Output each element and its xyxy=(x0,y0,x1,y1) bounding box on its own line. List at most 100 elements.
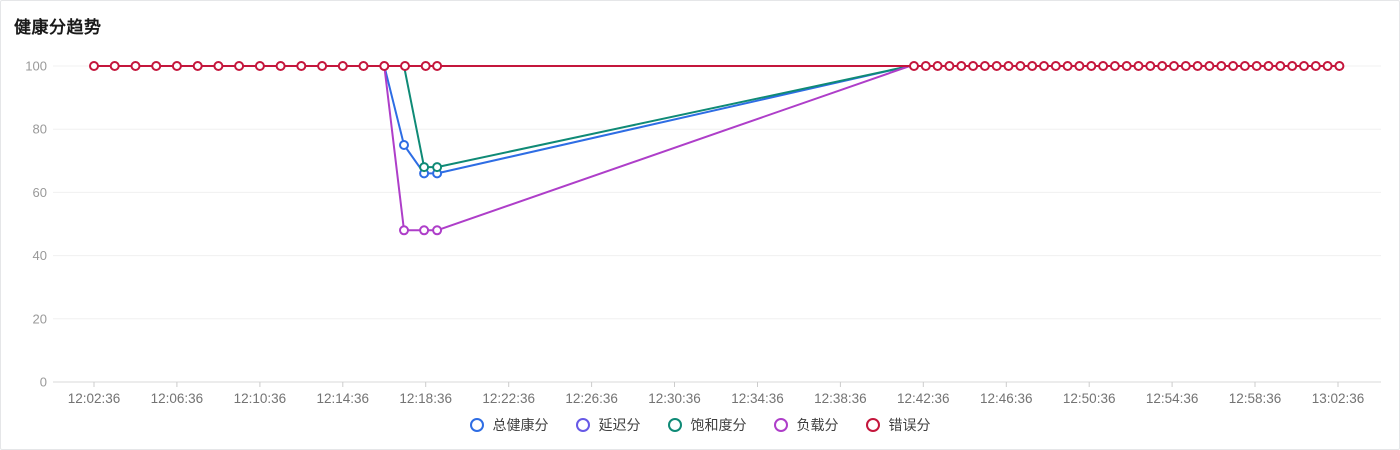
series-marker-error xyxy=(968,61,979,71)
series-marker-error xyxy=(944,61,955,71)
series-marker-error xyxy=(234,61,245,71)
legend-marker-icon xyxy=(575,418,590,432)
series-marker-error xyxy=(1086,61,1097,71)
y-tick-label: 80 xyxy=(33,122,47,137)
series-marker-error xyxy=(1050,61,1061,71)
series-marker-error xyxy=(1003,61,1014,71)
series-marker-load xyxy=(399,225,409,236)
legend-label: 负载分 xyxy=(796,417,839,433)
series-marker-error xyxy=(1109,61,1120,71)
series-marker-error xyxy=(1228,61,1239,71)
series-marker-error xyxy=(1251,61,1262,71)
series-marker-error xyxy=(379,61,390,71)
series-marker-error xyxy=(1275,61,1286,71)
series-marker-error xyxy=(1015,61,1026,71)
x-tick-label: 12:46:36 xyxy=(980,391,1033,406)
series-marker-error xyxy=(920,61,931,71)
series-marker-error xyxy=(254,61,265,71)
series-marker-error xyxy=(1121,61,1132,71)
x-tick-label: 12:22:36 xyxy=(482,391,535,406)
legend-marker-icon xyxy=(773,418,788,432)
series-marker-error xyxy=(1322,61,1333,71)
series-marker-error xyxy=(979,61,990,71)
series-marker-error xyxy=(1039,61,1049,71)
series-marker-error xyxy=(151,61,162,71)
series-marker-saturation xyxy=(419,162,430,173)
legend-label: 错误分 xyxy=(888,417,931,433)
series-marker-error xyxy=(296,61,307,71)
series-marker-total-health xyxy=(399,140,409,150)
series-line-load xyxy=(383,65,911,232)
legend-marker-icon xyxy=(865,418,880,432)
series-marker-error xyxy=(956,61,967,71)
series-marker-error xyxy=(1145,61,1156,71)
series-marker-error xyxy=(1334,61,1345,71)
x-tick-label: 12:54:36 xyxy=(1146,391,1199,406)
series-marker-error xyxy=(1169,61,1179,71)
series-marker-error xyxy=(171,61,182,71)
legend-item-load[interactable]: 负载分 xyxy=(773,417,839,433)
series-marker-error xyxy=(1133,61,1144,71)
series-marker-error xyxy=(1157,61,1168,71)
series-marker-error xyxy=(1239,61,1250,71)
page-title: 健康分趋势 xyxy=(14,18,102,37)
legend-item-error[interactable]: 错误分 xyxy=(865,417,931,433)
trend-chart: 0 20 40 60 80 100 12:02:36 12:06:36 12:10:36 12:1… xyxy=(25,59,1381,406)
x-tick-label: 12:30:36 xyxy=(648,391,701,406)
series-marker-error xyxy=(1216,61,1227,71)
series-marker-error xyxy=(1287,61,1298,71)
series-marker-error xyxy=(1310,61,1321,71)
x-tick-label: 12:18:36 xyxy=(399,391,452,406)
series-marker-load xyxy=(432,225,443,236)
series-marker-error xyxy=(991,61,1002,71)
x-tick-label: 12:42:36 xyxy=(897,391,950,406)
series-marker-error xyxy=(358,61,369,71)
series-marker-error xyxy=(337,61,348,71)
series-marker-error xyxy=(420,61,431,71)
series-marker-error xyxy=(1299,61,1309,71)
x-tick-label: 12:10:36 xyxy=(234,391,287,406)
series-marker-saturation xyxy=(432,162,443,173)
y-tick-label: 60 xyxy=(33,185,47,200)
series-marker-error xyxy=(1098,61,1109,71)
legend-item-total-health[interactable]: 总健康分 xyxy=(469,417,549,433)
series-marker-error xyxy=(432,61,443,71)
chart-legend: 总健康分 延迟分 饱和度分 负载分 错误分 xyxy=(1,418,1399,432)
legend-label: 总健康分 xyxy=(492,417,549,433)
series-marker-error xyxy=(400,61,410,71)
legend-marker-icon xyxy=(667,418,682,432)
series-marker-error xyxy=(1263,61,1274,71)
x-tick-label: 12:58:36 xyxy=(1229,391,1282,406)
legend-item-latency[interactable]: 延迟分 xyxy=(575,417,641,433)
series-marker-error xyxy=(1180,61,1191,71)
series-marker-error xyxy=(909,61,919,71)
series-marker-error xyxy=(109,61,120,71)
x-tick-label: 12:06:36 xyxy=(151,391,204,406)
series-line-saturation xyxy=(403,65,911,169)
series-marker-error xyxy=(1192,61,1203,71)
legend-label: 饱和度分 xyxy=(690,417,747,433)
series-marker-error xyxy=(275,61,286,71)
x-tick-label: 12:26:36 xyxy=(565,391,618,406)
x-tick-label: 13:02:36 xyxy=(1312,391,1365,406)
y-tick-label: 0 xyxy=(40,375,47,390)
series-marker-error xyxy=(89,61,99,71)
series-marker-error xyxy=(317,61,328,71)
legend-label: 延迟分 xyxy=(598,417,641,433)
series-marker-error xyxy=(192,61,203,71)
series-marker-error xyxy=(213,61,224,71)
y-tick-label: 100 xyxy=(25,59,47,74)
series-marker-error xyxy=(1204,61,1215,71)
series-marker-error xyxy=(130,61,141,71)
series-marker-error xyxy=(932,61,943,71)
x-tick-label: 12:34:36 xyxy=(731,391,784,406)
legend-marker-icon xyxy=(469,418,484,432)
series-marker-load xyxy=(419,225,430,236)
y-tick-label: 40 xyxy=(33,248,47,263)
x-tick-label: 12:14:36 xyxy=(317,391,370,406)
legend-item-saturation[interactable]: 饱和度分 xyxy=(667,417,747,433)
x-tick-label: 12:50:36 xyxy=(1063,391,1116,406)
x-tick-label: 12:38:36 xyxy=(814,391,867,406)
series-marker-error xyxy=(1027,61,1038,71)
